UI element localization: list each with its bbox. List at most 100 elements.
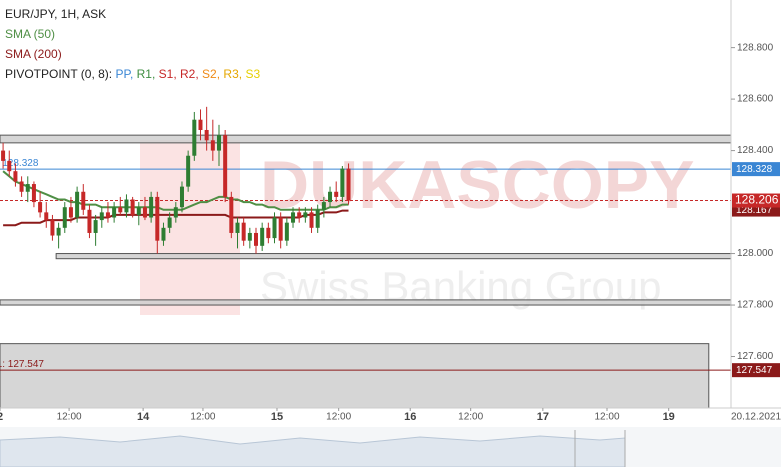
candle-body bbox=[50, 220, 55, 236]
y-tick-label: 128.400 bbox=[737, 145, 774, 156]
candle-body bbox=[7, 160, 12, 172]
candle-body bbox=[38, 202, 43, 213]
price-tag-label: 127.547 bbox=[736, 365, 773, 376]
candle-body bbox=[56, 227, 61, 236]
candle-body bbox=[309, 212, 314, 228]
candle-body bbox=[346, 168, 351, 201]
price-tag-label: 128.167 bbox=[736, 205, 773, 216]
candle-body bbox=[155, 196, 160, 241]
x-tick-label: 12:00 bbox=[326, 412, 351, 423]
x-tick-label: 19 bbox=[663, 411, 675, 423]
candle-body bbox=[93, 220, 98, 233]
candle-body bbox=[192, 119, 197, 156]
candle-body bbox=[186, 155, 191, 187]
candle-body bbox=[68, 207, 73, 218]
candle-body bbox=[216, 135, 221, 151]
zone bbox=[0, 343, 710, 408]
candle-body bbox=[241, 222, 246, 241]
price-tag bbox=[732, 204, 780, 217]
candle-body bbox=[167, 217, 172, 228]
candle-body bbox=[340, 168, 345, 197]
y-tick-label: 127.600 bbox=[737, 351, 774, 362]
candle-body bbox=[124, 199, 129, 213]
price-tag-label: 128.328 bbox=[736, 164, 773, 175]
candle-body bbox=[247, 232, 252, 241]
candle-body bbox=[272, 217, 277, 239]
candle-body bbox=[142, 207, 147, 218]
candle-body bbox=[25, 184, 30, 192]
candle-body bbox=[328, 191, 333, 203]
legend-entry: SMA (50) bbox=[5, 27, 55, 41]
candle-body bbox=[62, 207, 67, 228]
candle-body bbox=[278, 217, 283, 241]
candle-body bbox=[44, 212, 49, 221]
pivot-legend-entry: S1, bbox=[159, 67, 177, 81]
candle-body bbox=[284, 222, 289, 241]
x-date-label: 20.12.2021 bbox=[731, 412, 781, 423]
y-tick-label: 128.800 bbox=[737, 42, 774, 53]
x-tick-label: 14 bbox=[137, 411, 150, 423]
x-tick-label: 12:00 bbox=[190, 412, 215, 423]
candle-body bbox=[1, 150, 6, 161]
candle-body bbox=[321, 202, 326, 210]
candle-body bbox=[179, 186, 184, 208]
candle-body bbox=[105, 212, 110, 218]
candle-body bbox=[99, 212, 104, 221]
pivot-legend-entry: R1, bbox=[137, 67, 156, 81]
chart-title: EUR/JPY, 1H, ASK bbox=[5, 7, 106, 21]
x-tick-label: 2 bbox=[0, 411, 3, 423]
pivot-legend: PIVOTPOINT (0, 8): PP, R1, S1, R2, S2, R… bbox=[5, 67, 260, 81]
y-tick-label: 127.800 bbox=[737, 300, 774, 311]
pivot-legend-entry: PP, bbox=[115, 67, 133, 81]
candle-body bbox=[291, 212, 296, 223]
candle-body bbox=[334, 191, 339, 197]
candle-body bbox=[81, 191, 86, 210]
y-tick-label: 128.600 bbox=[737, 94, 774, 105]
candle-body bbox=[297, 212, 302, 218]
candle-body bbox=[112, 207, 117, 218]
zone bbox=[0, 134, 731, 144]
candle-body bbox=[75, 191, 80, 218]
price-tag bbox=[732, 363, 780, 378]
plot-area: P: 128.328 S1: 127.547 bbox=[0, 106, 731, 408]
x-tick-label: 15 bbox=[271, 411, 283, 423]
pivot-legend-title: PIVOTPOINT (0, 8): bbox=[5, 67, 112, 81]
candle-body bbox=[204, 129, 209, 141]
candle-body bbox=[266, 227, 271, 239]
zone bbox=[0, 299, 731, 306]
pivot-label: S1: 127.547 bbox=[0, 359, 44, 370]
candle-body bbox=[235, 222, 240, 233]
candle-body bbox=[19, 181, 24, 192]
candle-body bbox=[198, 119, 203, 130]
candle-body bbox=[118, 207, 123, 213]
pivot-label: P: 128.328 bbox=[0, 158, 39, 169]
candle-body bbox=[260, 227, 265, 246]
x-tick-label: 12:00 bbox=[594, 412, 619, 423]
axes: 128.800 128.600 128.400 128.000 127.800 127.6… bbox=[0, 42, 781, 423]
pivot-legend-entry: R3, bbox=[223, 67, 242, 81]
x-tick-label: 16 bbox=[404, 411, 416, 423]
candle-body bbox=[254, 232, 259, 246]
candle-body bbox=[303, 212, 308, 218]
candle-body bbox=[229, 196, 234, 233]
candle-body bbox=[173, 207, 178, 218]
candle-body bbox=[31, 184, 36, 203]
candle-body bbox=[136, 207, 141, 215]
candle-body bbox=[315, 209, 320, 228]
legend: EUR/JPY, 1H, ASK SMA (50) SMA (200) PIVOTP… bbox=[5, 7, 260, 81]
price-tag bbox=[732, 162, 780, 177]
zone bbox=[55, 253, 731, 260]
price-tag bbox=[732, 193, 780, 208]
candle-body bbox=[161, 227, 166, 241]
navigator-area bbox=[0, 435, 626, 467]
candle-body bbox=[223, 135, 228, 197]
candle-body bbox=[130, 199, 135, 215]
watermark-brand: DUKASCOPY bbox=[260, 147, 695, 223]
candle-body bbox=[87, 209, 92, 233]
pivot-legend-entry: S3 bbox=[245, 67, 260, 81]
candle-body bbox=[13, 171, 18, 182]
pivot-legend-entry: R2, bbox=[180, 67, 199, 81]
candle-body bbox=[149, 196, 154, 218]
x-tick-label: 12:00 bbox=[458, 412, 483, 423]
